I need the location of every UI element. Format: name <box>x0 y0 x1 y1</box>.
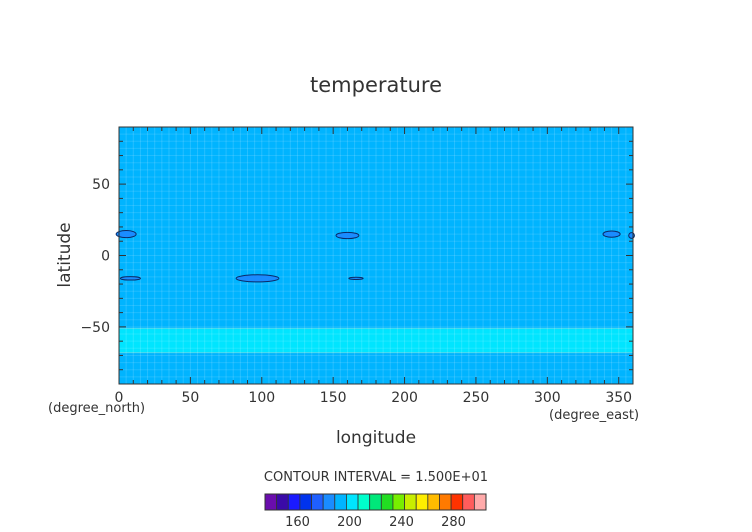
colorbar-swatch <box>473 493 487 511</box>
colorbar-swatch <box>334 493 347 511</box>
colorbar-swatch <box>346 493 359 511</box>
colorbar-swatch <box>427 493 440 511</box>
cold-contour-region <box>628 232 635 239</box>
colorbar-swatch <box>276 493 289 511</box>
colorbar-swatch <box>439 493 452 511</box>
colorbar-swatch <box>322 493 336 511</box>
x-tick-label: 350 <box>605 390 632 406</box>
x-tick-label: 0 <box>115 390 124 406</box>
colorbar-swatch <box>357 493 371 511</box>
x-units-label: (degree_east) <box>549 408 639 423</box>
cold-contour-region <box>235 274 280 283</box>
cold-contour-region <box>602 230 621 238</box>
contour-interval-label: CONTOUR INTERVAL = 1.500E+01 <box>264 470 488 485</box>
colorbar-swatch <box>462 493 475 511</box>
cold-contour-region <box>119 276 141 281</box>
cold-contour-region <box>348 276 364 280</box>
colorbar-tick-label: 240 <box>389 515 414 530</box>
colorbar-swatch <box>311 493 324 511</box>
colorbar-frame <box>264 493 487 511</box>
x-tick-label: 200 <box>391 390 418 406</box>
cold-contour-region <box>335 231 360 240</box>
temperature-band <box>119 328 633 353</box>
x-tick-label: 50 <box>181 390 199 406</box>
colorbar-tick-label: 280 <box>441 515 466 530</box>
colorbar-swatch <box>287 493 301 511</box>
y-units-label: (degree_north) <box>48 401 145 416</box>
colorbar-swatch <box>392 493 405 511</box>
y-axis: −50 0 50 <box>80 140 633 371</box>
colorbar-swatch <box>369 493 382 511</box>
y-tick-label: 0 <box>101 249 110 265</box>
colorbar-swatch <box>264 493 278 511</box>
temperature-band <box>119 127 633 329</box>
x-axis-label: longitude <box>336 428 416 448</box>
x-tick-label: 300 <box>534 390 561 406</box>
colorbar-swatch <box>415 493 429 511</box>
colorbar-swatch <box>299 493 312 511</box>
cold-contour-region <box>115 230 137 239</box>
y-tick-label: 50 <box>92 177 110 193</box>
colorbar-legend: 160 200 240 280 <box>264 493 487 530</box>
colorbar-swatch <box>380 493 394 511</box>
colorbar-tick-label: 200 <box>337 515 362 530</box>
x-tick-label: 150 <box>320 390 347 406</box>
colorbar-tick-label: 160 <box>285 515 310 530</box>
y-axis-label: latitude <box>55 222 75 287</box>
x-tick-label: 250 <box>463 390 490 406</box>
y-tick-label: −50 <box>80 320 110 336</box>
chart-title: temperature <box>310 73 442 97</box>
x-tick-label: 100 <box>248 390 275 406</box>
colorbar-swatch <box>450 493 464 511</box>
x-axis: 0 50 100 150 200 250 300 350 <box>115 127 632 406</box>
colorbar-swatch <box>404 493 417 511</box>
plot-area <box>115 126 635 385</box>
